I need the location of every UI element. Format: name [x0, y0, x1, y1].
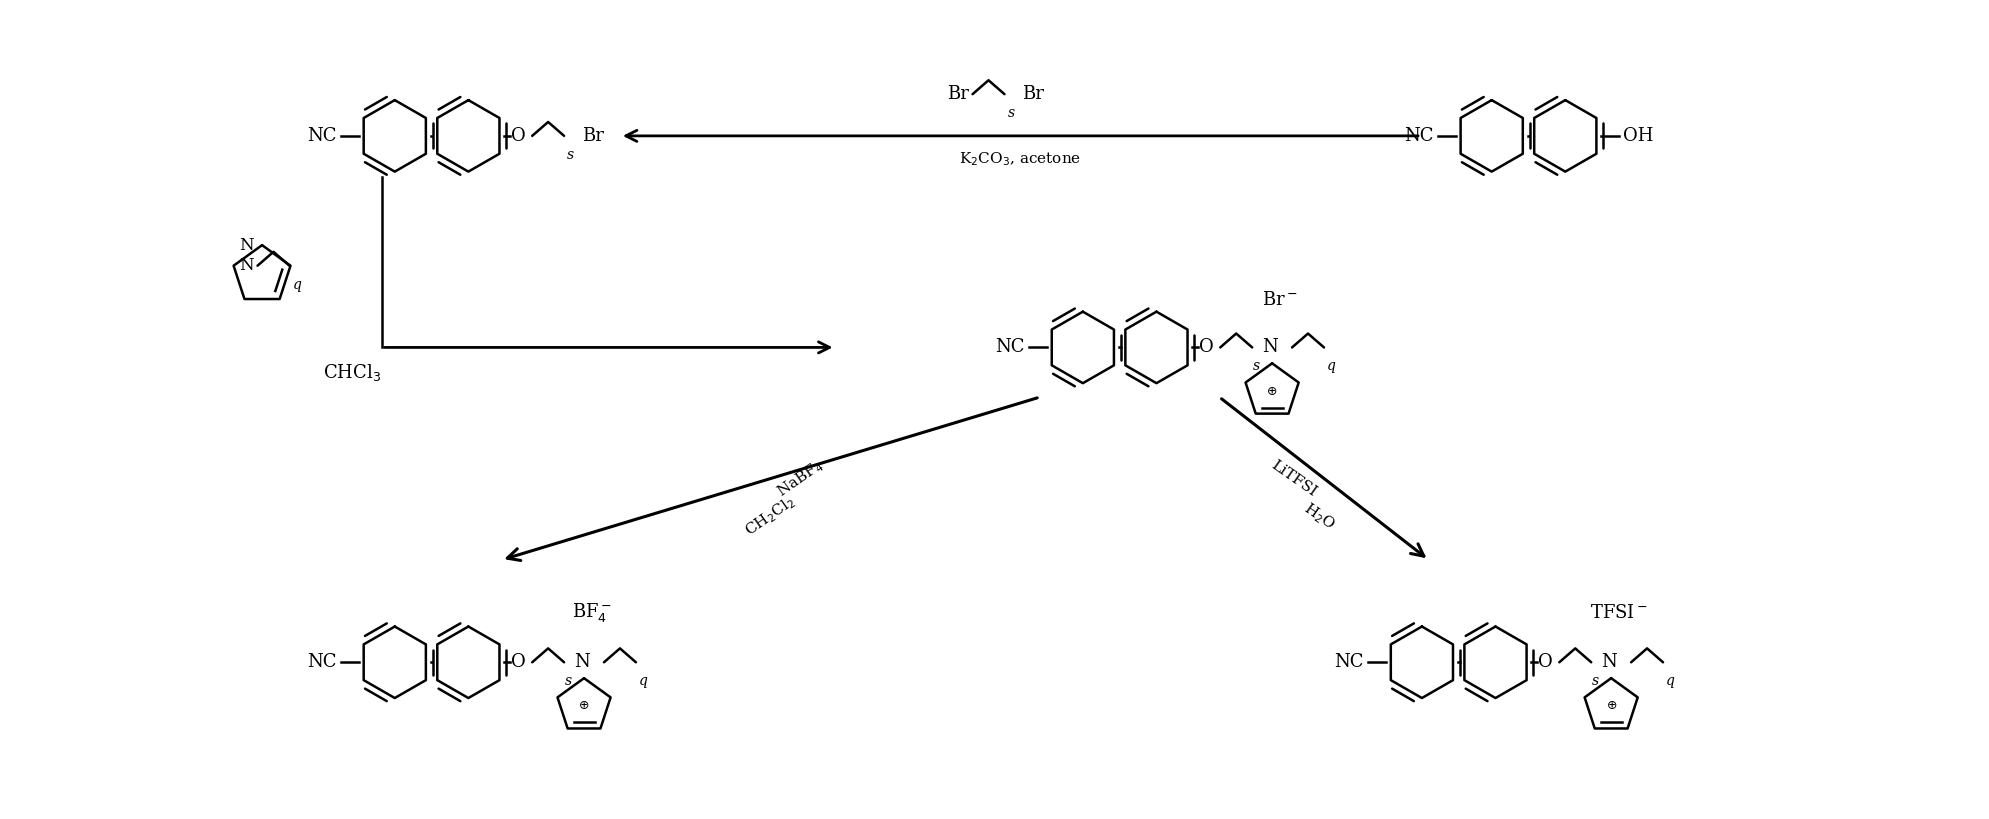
- Text: Br: Br: [1022, 85, 1044, 103]
- Text: N: N: [575, 654, 591, 672]
- Text: q: q: [1667, 674, 1675, 688]
- Text: TFSI$^-$: TFSI$^-$: [1591, 604, 1649, 622]
- Text: Br$^-$: Br$^-$: [1263, 291, 1299, 309]
- Text: s: s: [567, 147, 575, 162]
- Text: O: O: [1199, 338, 1213, 356]
- Text: s: s: [565, 674, 573, 688]
- Text: NC: NC: [1335, 654, 1364, 672]
- Text: LiTFSI: LiTFSI: [1269, 458, 1319, 499]
- Text: CH$_2$Cl$_2$: CH$_2$Cl$_2$: [742, 493, 800, 540]
- Text: s: s: [1253, 360, 1261, 373]
- Text: N: N: [1263, 338, 1279, 356]
- Text: q: q: [1327, 360, 1337, 373]
- Text: CHCl$_3$: CHCl$_3$: [322, 362, 380, 383]
- Text: NC: NC: [996, 338, 1024, 356]
- Text: $\oplus$: $\oplus$: [579, 699, 589, 713]
- Text: $\oplus$: $\oplus$: [1605, 699, 1617, 713]
- Text: O: O: [1537, 654, 1553, 672]
- Text: H$_2$O: H$_2$O: [1301, 499, 1339, 533]
- Text: K$_2$CO$_3$, acetone: K$_2$CO$_3$, acetone: [959, 151, 1082, 169]
- Text: N: N: [239, 237, 255, 254]
- Text: O: O: [511, 654, 525, 672]
- Text: O: O: [511, 127, 525, 145]
- Text: Br: Br: [583, 127, 605, 145]
- Text: q: q: [292, 278, 300, 292]
- Text: Br: Br: [947, 85, 969, 103]
- Text: NaBF$_4$: NaBF$_4$: [774, 456, 827, 501]
- Text: q: q: [638, 674, 648, 688]
- Text: OH: OH: [1623, 127, 1653, 145]
- Text: $\oplus$: $\oplus$: [1267, 385, 1277, 398]
- Text: BF$_4^-$: BF$_4^-$: [573, 601, 613, 624]
- Text: N: N: [239, 257, 255, 274]
- Text: NC: NC: [308, 127, 336, 145]
- Text: N: N: [1601, 654, 1617, 672]
- Text: NC: NC: [308, 654, 336, 672]
- Text: s: s: [1008, 106, 1014, 120]
- Text: NC: NC: [1404, 127, 1434, 145]
- Text: s: s: [1593, 674, 1599, 688]
